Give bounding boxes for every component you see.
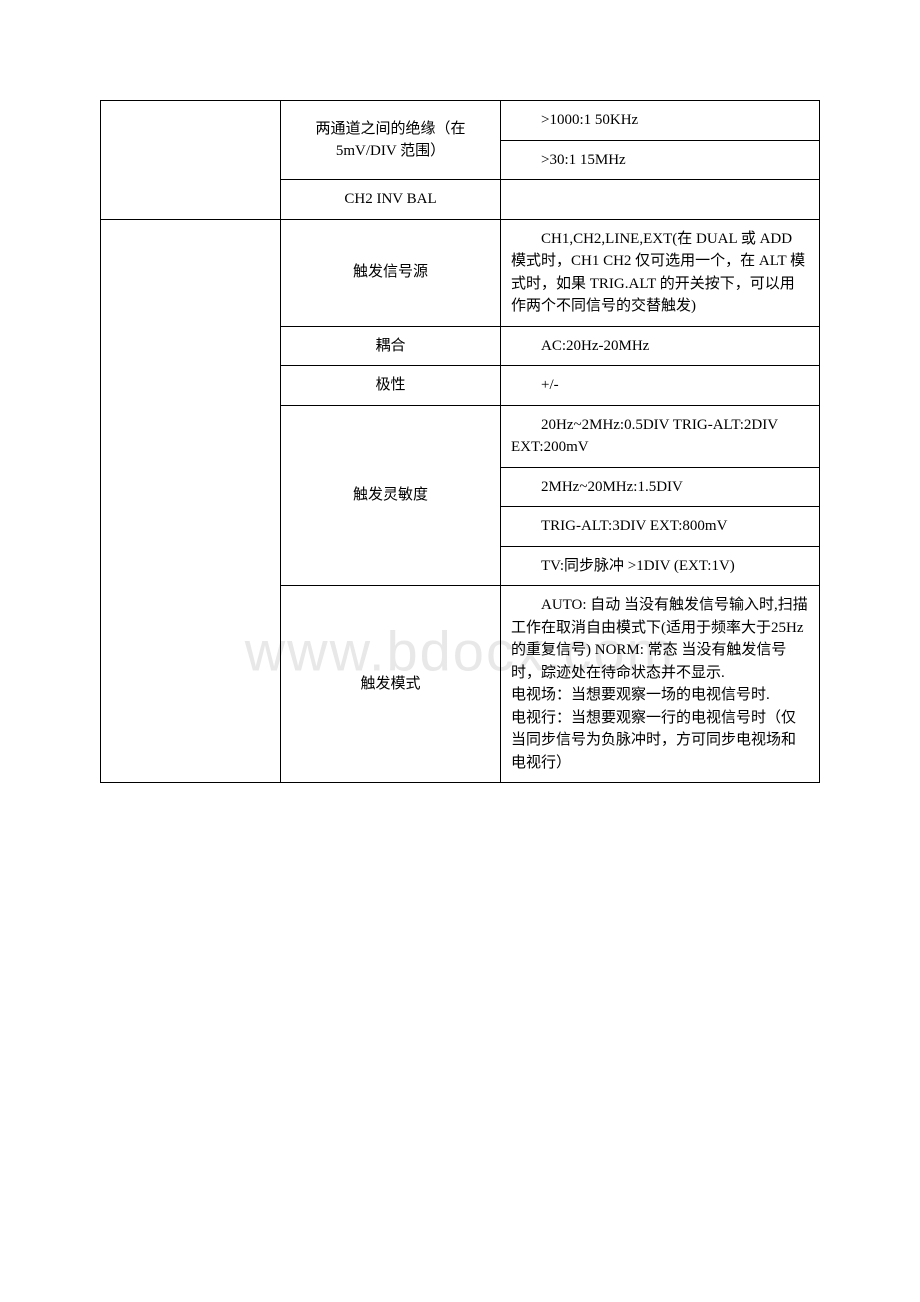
value-cell: 2MHz~20MHz:1.5DIV — [501, 467, 820, 507]
value-cell: AC:20Hz-20MHz — [501, 326, 820, 366]
value-cell: >1000:1 50KHz — [501, 101, 820, 141]
value-cell: CH1,CH2,LINE,EXT(在 DUAL 或 ADD 模式时，CH1 CH… — [501, 219, 820, 326]
param-cell: CH2 INV BAL — [281, 180, 501, 220]
value-cell: 20Hz~2MHz:0.5DIV TRIG-ALT:2DIV EXT:200mV — [501, 405, 820, 467]
value-cell: >30:1 15MHz — [501, 140, 820, 180]
category-cell-1 — [101, 101, 281, 220]
param-cell: 耦合 — [281, 326, 501, 366]
table-row: 两通道之间的绝缘（在 5mV/DIV 范围） >1000:1 50KHz — [101, 101, 820, 141]
spec-table: 两通道之间的绝缘（在 5mV/DIV 范围） >1000:1 50KHz >30… — [100, 100, 820, 783]
param-cell: 触发信号源 — [281, 219, 501, 326]
param-cell: 触发灵敏度 — [281, 405, 501, 586]
param-cell: 两通道之间的绝缘（在 5mV/DIV 范围） — [281, 101, 501, 180]
table-row: 触发信号源 CH1,CH2,LINE,EXT(在 DUAL 或 ADD 模式时，… — [101, 219, 820, 326]
value-cell: +/- — [501, 366, 820, 406]
value-cell: TV:同步脉冲 >1DIV (EXT:1V) — [501, 546, 820, 586]
value-cell: TRIG-ALT:3DIV EXT:800mV — [501, 507, 820, 547]
param-cell: 触发模式 — [281, 586, 501, 783]
param-cell: 极性 — [281, 366, 501, 406]
category-cell-2 — [101, 219, 281, 783]
document-page: 两通道之间的绝缘（在 5mV/DIV 范围） >1000:1 50KHz >30… — [100, 100, 820, 783]
value-cell — [501, 180, 820, 220]
value-cell: AUTO: 自动 当没有触发信号输入时,扫描工作在取消自由模式下(适用于频率大于… — [501, 586, 820, 783]
